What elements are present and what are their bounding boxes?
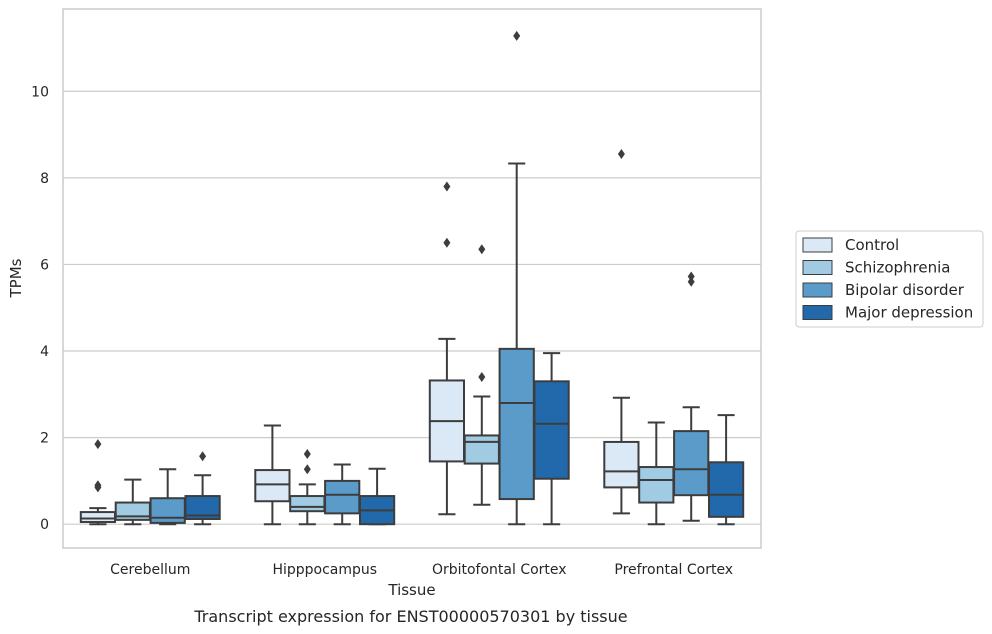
y-tick-label: 6 xyxy=(40,257,49,273)
box xyxy=(603,440,640,489)
box-group xyxy=(79,439,117,526)
outlier-point xyxy=(478,244,486,255)
x-tick-label: Orbitofontal Cortex xyxy=(432,562,567,578)
y-tick-label: 2 xyxy=(40,431,49,447)
x-tick-label: Hipppocampus xyxy=(272,562,377,578)
y-tick-label: 0 xyxy=(40,517,49,533)
box-group xyxy=(289,449,326,526)
x-tick-labels: Cerebellum Hipppocampus Orbitofontal Corte… xyxy=(110,562,733,578)
box-group xyxy=(114,478,151,526)
box-group xyxy=(498,30,535,526)
outlier-point xyxy=(617,149,625,160)
outlier-point xyxy=(687,271,695,282)
chart-caption: Transcript expression for ENST0000057030… xyxy=(193,607,627,626)
box-group xyxy=(638,421,675,526)
box xyxy=(463,434,500,465)
legend-swatch xyxy=(802,282,833,298)
y-axis-title: TPMs xyxy=(7,258,25,298)
legend-swatch xyxy=(802,260,833,275)
outlier-point xyxy=(94,480,102,491)
legend-label: Schizophrenia xyxy=(845,259,950,277)
y-tick-label: 10 xyxy=(31,84,49,100)
x-tick-label: Prefrontal Cortex xyxy=(614,562,733,578)
box xyxy=(707,461,745,518)
box xyxy=(498,347,535,501)
box-group xyxy=(149,468,186,526)
box-group xyxy=(463,244,500,506)
plot-frame xyxy=(62,8,762,549)
box-group xyxy=(533,352,570,526)
outlier-point xyxy=(94,439,102,450)
box-group xyxy=(428,181,466,516)
outlier-point xyxy=(303,464,311,475)
legend-label: Control xyxy=(845,236,899,254)
outlier-point xyxy=(303,449,311,460)
x-tick-label: Cerebellum xyxy=(110,562,190,578)
outlier-point xyxy=(443,237,451,248)
box-group xyxy=(254,424,291,526)
box xyxy=(79,511,117,524)
y-tick-label: 4 xyxy=(40,344,49,360)
legend-label: Major depression xyxy=(845,304,973,322)
legend: Control Schizophrenia Bipolar disorder Majo… xyxy=(795,230,984,328)
x-axis-title: Tissue xyxy=(387,581,435,599)
box xyxy=(324,479,361,515)
box-group xyxy=(707,414,745,526)
legend-swatch xyxy=(802,237,833,253)
box-group xyxy=(673,271,710,522)
y-tick-labels: 0 2 4 6 8 10 xyxy=(31,84,49,533)
box-group xyxy=(184,451,221,526)
box xyxy=(673,430,710,497)
box-group xyxy=(358,467,396,526)
outlier-point xyxy=(478,371,486,382)
box-group xyxy=(603,149,640,515)
box xyxy=(254,469,291,503)
grid-lines xyxy=(63,90,761,525)
box xyxy=(533,380,570,480)
outlier-point xyxy=(443,181,451,192)
outlier-point xyxy=(513,30,521,41)
box-plots xyxy=(79,30,745,526)
legend-label: Bipolar disorder xyxy=(845,281,965,299)
box xyxy=(638,466,675,504)
box xyxy=(289,495,326,513)
legend-frame xyxy=(795,230,984,328)
y-tick-label: 8 xyxy=(40,171,49,187)
box xyxy=(184,495,221,520)
box xyxy=(149,497,186,524)
outlier-point xyxy=(687,276,695,287)
outlier-point xyxy=(199,451,207,462)
box-group xyxy=(324,463,361,526)
legend-swatch xyxy=(802,305,833,320)
